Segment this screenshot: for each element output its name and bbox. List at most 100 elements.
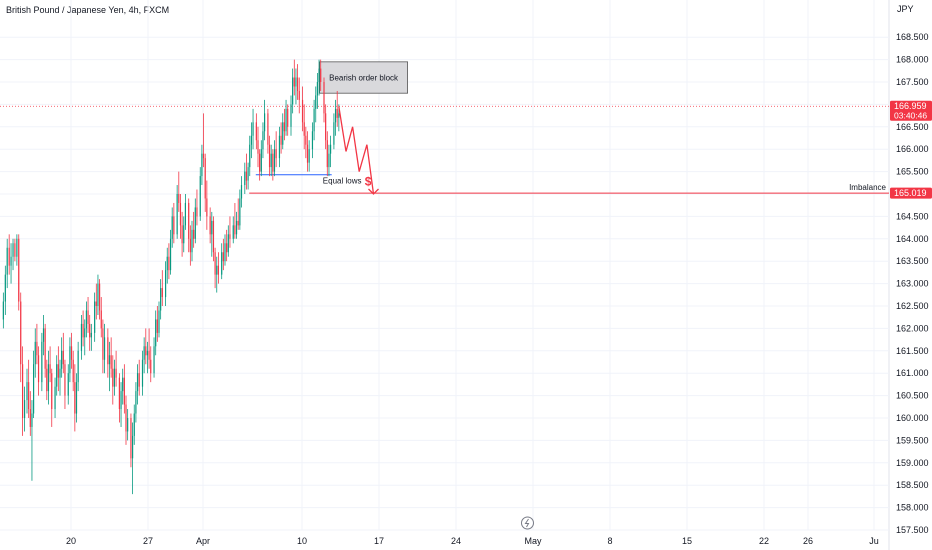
candle-body (214, 252, 216, 275)
candle-body (158, 310, 160, 333)
candle-body (120, 391, 122, 410)
candle-body (2, 301, 4, 320)
candle-body (36, 341, 38, 356)
candle-body (141, 359, 144, 387)
candle-body (303, 122, 305, 136)
candle-body (224, 243, 226, 262)
candle-body (4, 274, 6, 302)
candle-body (85, 310, 87, 329)
candle-body (6, 247, 8, 275)
candle-body (305, 135, 307, 145)
candle-body (74, 382, 76, 414)
candle-body (138, 373, 140, 387)
candle-body (173, 216, 175, 235)
candle-body (184, 202, 186, 226)
bearish-order-block (319, 61, 409, 94)
candle-body (130, 418, 132, 459)
candle-body (260, 149, 262, 172)
candle-body (59, 368, 61, 378)
y-tick-label: 165.500 (896, 167, 929, 177)
candle-body (103, 337, 106, 360)
y-tick-label: 159.000 (896, 458, 929, 468)
candle-body (82, 323, 84, 338)
y-tick-label: 167.500 (896, 77, 929, 87)
candle-body (46, 368, 48, 392)
candle-body (118, 377, 120, 410)
candle-body (297, 77, 299, 91)
y-tick-label: 168.500 (896, 32, 929, 42)
candle-body (125, 404, 127, 432)
candle-body (239, 198, 241, 226)
imbalance-label: Imbalance (849, 183, 886, 192)
candle-body (176, 194, 178, 235)
candle-body (12, 243, 14, 257)
candle-body (69, 346, 71, 374)
candle-body (290, 104, 292, 127)
price-badge-value: 166.959 (894, 101, 927, 111)
candle-body (325, 113, 327, 141)
candle-body (166, 256, 168, 271)
candle-body (330, 144, 332, 154)
candle-body (264, 113, 266, 132)
candle-body (150, 359, 152, 374)
lightning-icon[interactable] (521, 516, 534, 530)
candle-body (323, 82, 325, 114)
candle-body (336, 108, 338, 118)
price-badge-countdown: 03:40:46 (894, 111, 927, 121)
candle-body (234, 225, 236, 235)
candle-body (295, 77, 297, 87)
candle-body (62, 350, 64, 365)
candle-body (240, 185, 243, 199)
candle-body (153, 346, 155, 374)
currency-label: JPY (897, 4, 914, 14)
candle-body (57, 364, 59, 378)
candle-body (249, 144, 251, 168)
candle-body (44, 328, 46, 369)
candle-body (313, 108, 315, 132)
candle-body (156, 319, 158, 333)
price-badge (890, 100, 932, 121)
candle-body (257, 140, 259, 154)
candle-body (171, 216, 173, 239)
candle-body (8, 247, 10, 266)
x-tick-label: 8 (607, 536, 612, 546)
candle-body (194, 207, 196, 239)
y-tick-label: 161.000 (896, 368, 929, 378)
candle-body (283, 122, 285, 132)
candle-body (245, 171, 248, 181)
candle-body (267, 113, 269, 145)
candle-body (99, 283, 101, 311)
candle-body (155, 319, 157, 347)
y-tick-label: 162.500 (896, 301, 929, 311)
candle-body (146, 350, 149, 356)
candle-body (196, 207, 198, 217)
candle-body (188, 202, 190, 239)
candle-body (51, 373, 53, 410)
candle-body (217, 265, 219, 275)
candle-body (237, 220, 239, 226)
candle-body (34, 341, 36, 365)
candle-body (191, 229, 193, 253)
y-tick-label: 158.500 (896, 480, 929, 490)
candle-body (77, 350, 79, 383)
candle-body (108, 355, 111, 365)
candle-body (301, 99, 304, 123)
candle-body (316, 82, 318, 96)
candle-body (67, 373, 69, 396)
candle-body (31, 413, 33, 427)
candle-body (87, 310, 89, 324)
candle-body (33, 364, 35, 414)
candle-body (338, 113, 340, 118)
candle-body (221, 252, 223, 275)
y-tick-label: 159.500 (896, 435, 929, 445)
candle-body (320, 68, 322, 82)
candle-body (132, 435, 134, 459)
candle-body (211, 220, 213, 235)
candle-body (84, 328, 86, 338)
y-tick-label: 158.000 (896, 503, 929, 513)
candle-body (259, 153, 261, 172)
x-tick-label: 10 (297, 536, 307, 546)
candle-body (268, 144, 271, 168)
candle-body (165, 270, 167, 298)
